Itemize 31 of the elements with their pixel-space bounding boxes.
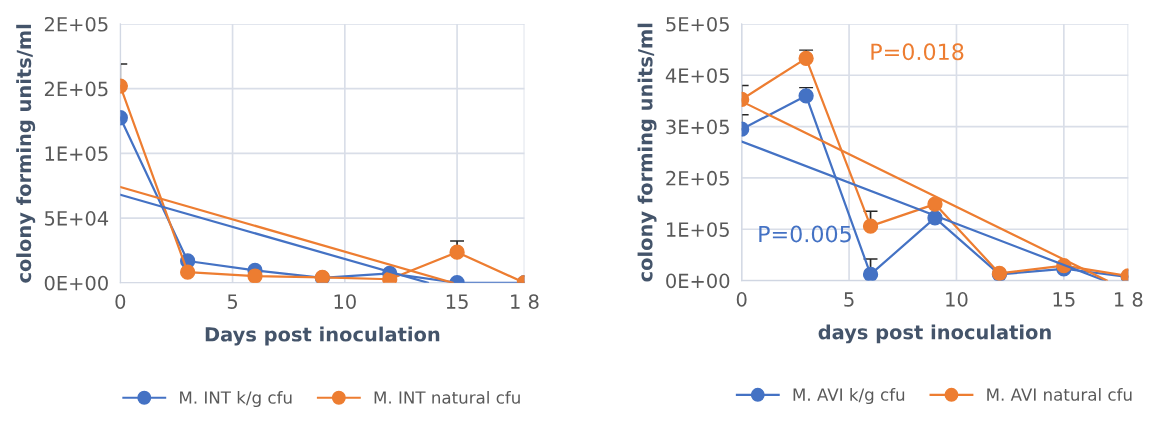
y-tick-label: 2E+05 [44,16,108,32]
x-axis-title: Days post inoculation [205,326,440,346]
x-tick-label: 5 [844,292,854,307]
x-tick-label: 0 [115,294,126,309]
legend-label: M. AVI natural cfu [987,387,1132,401]
x-tick-label: 10 [946,292,968,307]
y-axis-title: colony forming units/ml [637,23,657,282]
y-tick-label: 5E+05 [666,16,729,32]
x-tick-label: 15 [446,294,468,309]
x-tick-label: 0 [736,292,747,307]
y-tick-label: 1E+05 [45,146,108,161]
y-axis-title: colony forming units/ml [16,24,36,283]
legend-label: M. INT k/g cfu [180,390,292,408]
x-axis-title: days post inoculation [818,324,1051,344]
x-tick-label: 10 [334,294,356,309]
x-tick-label: 1 8 [511,294,539,309]
x-tick-label: 1 8 [1114,292,1143,307]
y-tick-label: 3E+05 [666,119,729,135]
y-tick-label: 0E+00 [666,273,730,289]
y-tick-label: 5E+04 [45,211,109,226]
annotation: P=0.005 [759,225,851,243]
y-tick-label: 4E+05 [665,68,729,83]
x-tick-label: 15 [1053,292,1075,307]
legend-label: M. INT natural cfu [374,390,520,404]
y-tick-label: 2E+05 [44,81,108,97]
y-tick-label: 1E+05 [667,222,729,237]
y-tick-label: 2E+05 [666,170,729,186]
y-tick-label: 0E+00 [44,275,108,291]
x-tick-label: 5 [227,294,238,309]
legend-label: M. AVI k/g cfu [793,387,905,405]
annotation: P=0.018 [871,43,964,61]
